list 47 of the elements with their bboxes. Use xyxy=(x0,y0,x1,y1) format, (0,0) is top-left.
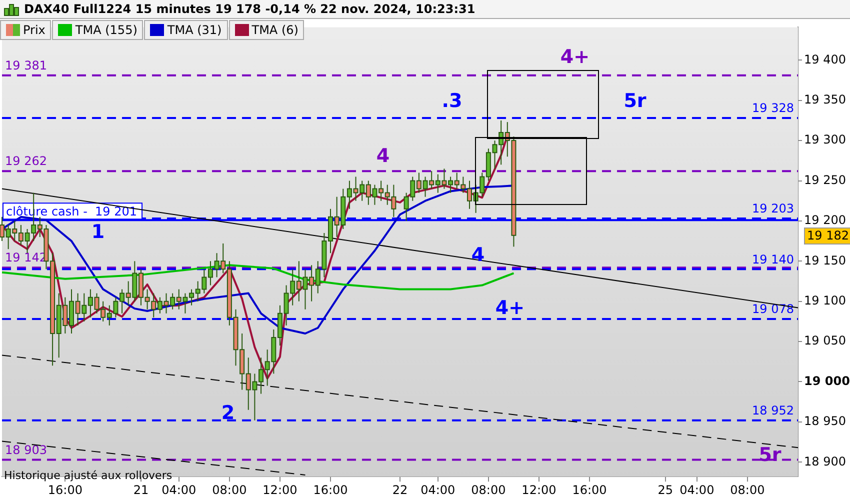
annotation: 2 xyxy=(221,402,235,424)
y-tick-label: 19 250 xyxy=(804,172,846,187)
y-tick-label: 18 950 xyxy=(804,414,846,428)
y-tick-label: 19 200 xyxy=(804,213,846,228)
ref-line-label: 18 952 xyxy=(752,403,794,418)
x-tick-label: 16:00 xyxy=(48,482,82,497)
ref-line-label: 18 903 xyxy=(5,442,47,457)
chart-title: DAX40 Full1224 15 minutes 19 178 -0,14 % 22 nov. 2024, 10:23:31 xyxy=(24,2,476,16)
legend-label: TMA (155) xyxy=(52,20,144,40)
x-tick-label: 04:00 xyxy=(162,482,196,497)
y-tick-label: 19 000 xyxy=(804,374,850,388)
text: 19 182 xyxy=(804,228,850,244)
x-tick-label: 08:00 xyxy=(730,482,765,497)
legend-label: TMA (31) xyxy=(144,20,228,40)
y-tick-label: 18 900 xyxy=(804,454,846,468)
x-tick-label: 22 xyxy=(392,482,408,497)
y-tick-label: 19 400 xyxy=(804,52,846,66)
x-tick-label: 08:00 xyxy=(212,482,247,497)
y-tick-label: 19 050 xyxy=(804,334,846,348)
y-tick-label: 19 300 xyxy=(804,132,846,147)
ref-line-label: 19 381 xyxy=(5,58,47,73)
x-tick-label: 04:00 xyxy=(680,482,714,497)
x-tick-label: 16:00 xyxy=(313,482,348,497)
x-tick-label: 16:00 xyxy=(572,482,607,497)
ref-line-label: 19 262 xyxy=(5,154,47,168)
ref-line-label: 19 203 xyxy=(752,202,794,216)
ref-line-label: 19 078 xyxy=(752,302,794,316)
x-tick-label: 04:00 xyxy=(420,482,456,497)
annotation: 4+ xyxy=(560,46,590,68)
x-tick-label: 08:00 xyxy=(471,482,506,497)
annotation: 4+ xyxy=(495,297,525,319)
y-tick-label: 19 350 xyxy=(804,92,846,106)
ref-line-label: 19 328 xyxy=(752,101,794,116)
x-tick-label: 12:00 xyxy=(262,482,298,497)
y-tick-label: 19 150 xyxy=(804,253,846,268)
x-tick-label: 12:00 xyxy=(522,482,556,497)
x-tick-label: 25 xyxy=(658,482,673,497)
annotation: 5r xyxy=(624,90,646,112)
x-tick-label: 21 xyxy=(133,482,149,497)
legend-label: TMA (6) xyxy=(228,20,304,40)
legend-label: Prix xyxy=(0,20,52,40)
y-tick-label: 19 100 xyxy=(804,293,846,308)
annotation: .3 xyxy=(442,90,462,112)
annotation: 4 xyxy=(376,145,390,167)
annotation: Historique ajusté aux rollovers xyxy=(4,469,172,482)
annotation: 1 xyxy=(91,221,105,243)
ref-line-label: 19 140 xyxy=(752,252,794,266)
